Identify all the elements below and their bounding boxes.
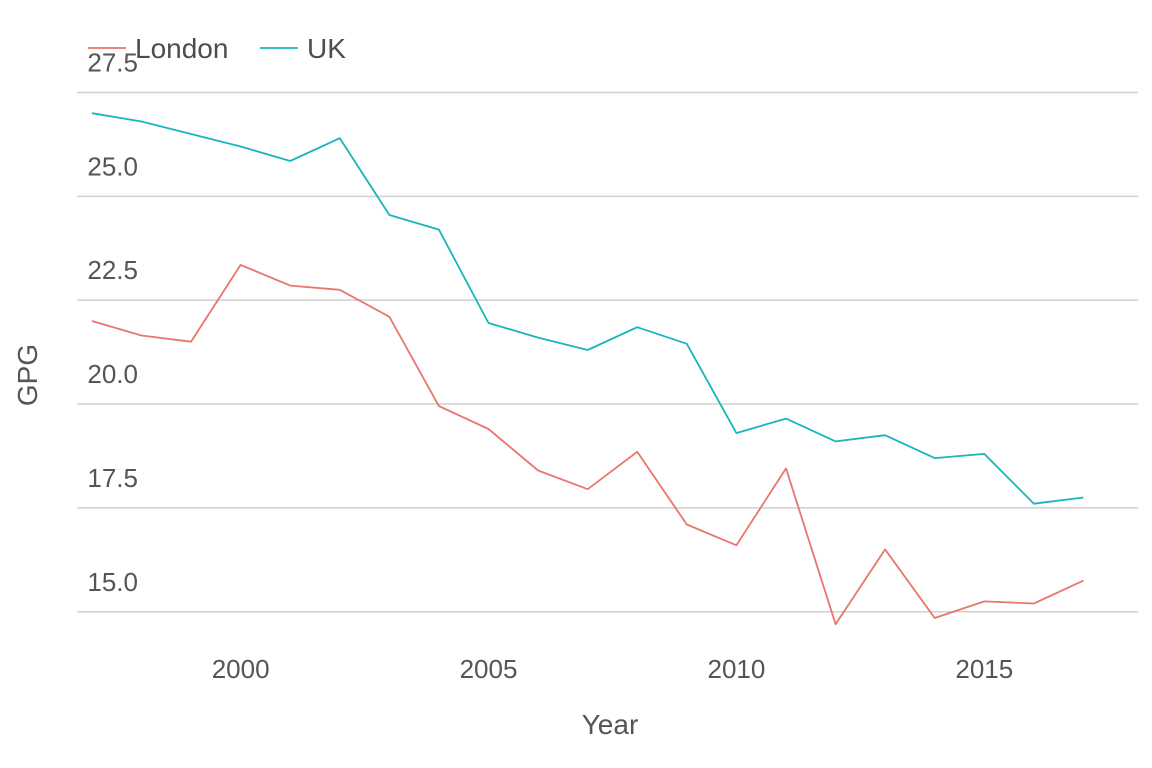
- gridlines: [77, 91, 1138, 613]
- y-tick-label: 22.5: [87, 255, 138, 285]
- series-lines: [91, 112, 1084, 626]
- legend-label-uk: UK: [307, 33, 346, 64]
- x-tick-label: 2000: [212, 654, 270, 684]
- series-line-london: [91, 263, 1084, 626]
- x-tick-label: 2015: [955, 654, 1013, 684]
- y-axis-title: GPG: [12, 344, 43, 406]
- y-axis-ticks: 15.0 17.5 20.0 22.5 25.0 27.5: [87, 47, 138, 596]
- legend-label-london: London: [135, 33, 228, 64]
- x-tick-label: 2005: [460, 654, 518, 684]
- x-axis-ticks: 2000 2005 2010 2015: [212, 654, 1014, 684]
- y-tick-label: 20.0: [87, 359, 138, 389]
- x-axis-title: Year: [582, 709, 639, 740]
- legend: London UK: [88, 33, 346, 64]
- y-tick-label: 25.0: [87, 151, 138, 181]
- series-line-uk: [91, 112, 1084, 505]
- y-tick-label: 15.0: [87, 567, 138, 597]
- x-tick-label: 2010: [707, 654, 765, 684]
- y-tick-label: 27.5: [87, 47, 138, 77]
- y-tick-label: 17.5: [87, 463, 138, 493]
